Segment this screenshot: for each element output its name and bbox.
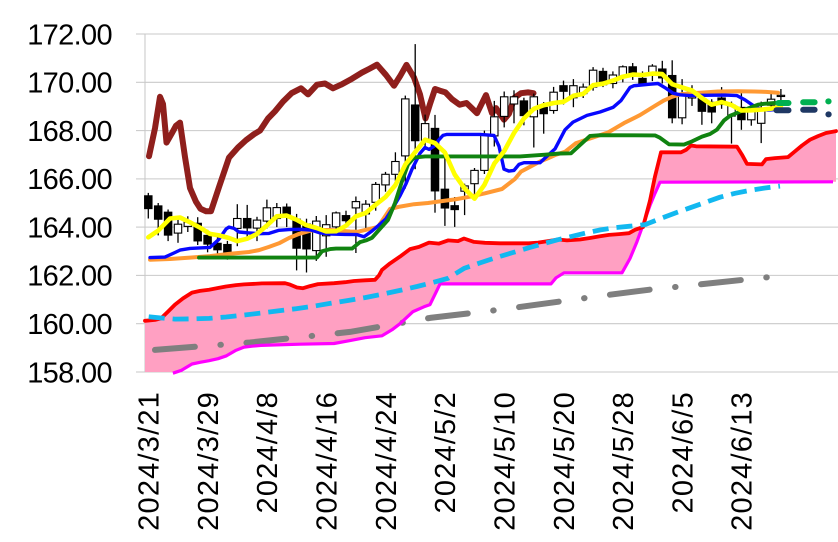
svg-text:2024/4/16: 2024/4/16 <box>312 391 344 531</box>
svg-text:168.00: 168.00 <box>27 116 112 148</box>
svg-text:160.00: 160.00 <box>27 309 112 341</box>
svg-text:2024/4/8: 2024/4/8 <box>252 391 284 514</box>
svg-text:2024/3/29: 2024/3/29 <box>193 391 225 531</box>
svg-text:170.00: 170.00 <box>27 68 112 100</box>
svg-text:164.00: 164.00 <box>27 212 112 244</box>
svg-text:2024/5/10: 2024/5/10 <box>490 391 522 531</box>
svg-text:2024/6/13: 2024/6/13 <box>727 391 759 531</box>
svg-text:162.00: 162.00 <box>27 261 112 293</box>
svg-text:2024/5/2: 2024/5/2 <box>430 391 462 514</box>
svg-text:2024/6/5: 2024/6/5 <box>667 391 699 514</box>
svg-text:2024/5/20: 2024/5/20 <box>549 391 581 531</box>
svg-text:2024/5/28: 2024/5/28 <box>608 391 640 531</box>
svg-text:2024/3/21: 2024/3/21 <box>134 391 166 531</box>
svg-text:166.00: 166.00 <box>27 164 112 196</box>
svg-text:158.00: 158.00 <box>27 357 112 389</box>
svg-text:172.00: 172.00 <box>27 19 112 51</box>
svg-text:2024/4/24: 2024/4/24 <box>371 391 403 531</box>
